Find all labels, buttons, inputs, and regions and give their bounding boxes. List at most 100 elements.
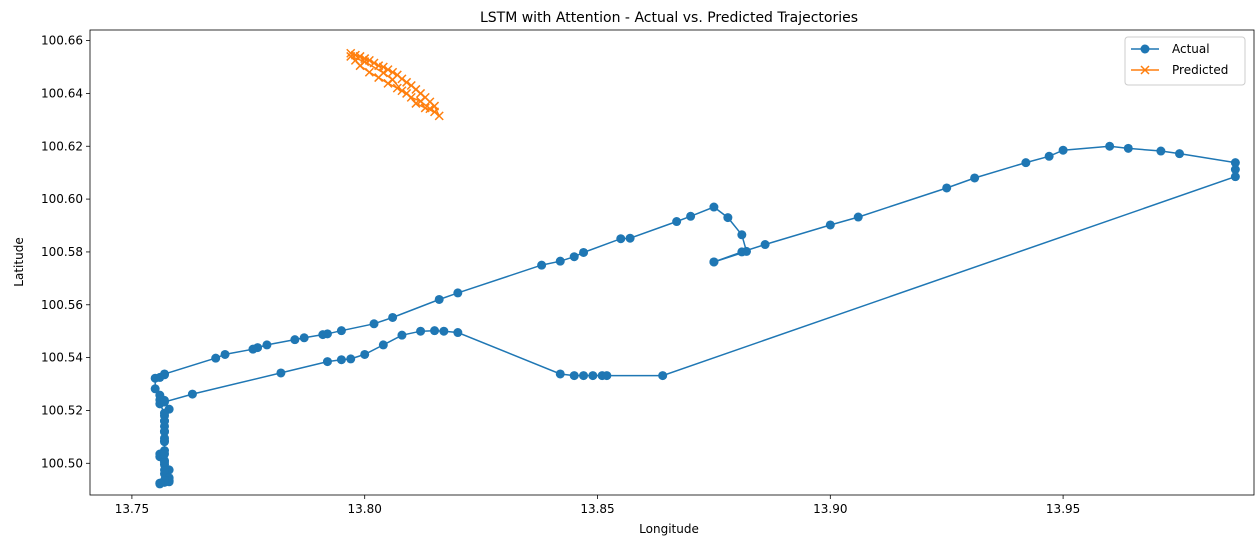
data-point [1156,146,1166,156]
data-point [1123,143,1133,153]
data-point [1058,145,1068,155]
legend-actual-label: Actual [1172,42,1210,56]
data-point [672,217,682,227]
data-point [159,465,169,475]
data-point [159,416,169,426]
data-point [569,252,579,262]
series-layer [150,48,1240,489]
data-point [1044,151,1054,161]
data-point [1230,158,1240,168]
data-point [737,230,747,240]
series-predicted [346,48,444,121]
data-point [537,260,547,270]
data-point [709,257,719,267]
series-actual [150,141,1240,489]
data-point [322,357,332,367]
data-point [159,436,169,446]
y-tick-label: 100.60 [41,192,83,206]
data-point [150,373,160,383]
legend-predicted-label: Predicted [1172,63,1228,77]
x-tick-label: 13.90 [813,502,847,516]
data-point [416,326,426,336]
data-point [336,355,346,365]
data-point [397,330,407,340]
data-point [825,220,835,230]
data-point [346,51,356,61]
data-point [211,353,221,363]
legend-actual-marker [1140,44,1150,54]
data-point [262,340,272,350]
data-point [579,247,589,257]
data-point [1105,141,1115,151]
data-point [1021,158,1031,168]
data-point [318,330,328,340]
legend: Actual Predicted [1124,36,1246,86]
data-point [378,340,388,350]
data-point [346,48,356,58]
data-point [658,371,668,381]
data-point [364,67,374,77]
y-tick-label: 100.64 [41,86,83,100]
data-point [416,96,426,106]
data-point [290,335,300,345]
y-tick-label: 100.54 [41,351,83,365]
data-point [434,294,444,304]
plot-frame [89,29,1255,496]
data-point [430,107,440,117]
data-point [1230,165,1240,174]
data-point [853,212,863,222]
data-point [625,233,635,243]
data-point [159,449,169,459]
data-point [159,397,169,407]
y-axis-label: Latitude [12,237,26,286]
data-point [388,75,398,85]
data-point [555,256,565,266]
y-tick-label: 100.62 [41,139,83,153]
data-point [155,478,165,488]
data-point [336,326,346,336]
data-point [383,65,393,75]
data-point [411,98,421,108]
data-point [760,240,770,250]
data-point [569,371,579,381]
data-point [686,211,696,221]
data-point [430,326,440,336]
data-point [388,67,398,77]
data-point [1230,172,1240,182]
data-point [248,344,258,354]
data-point [397,86,407,96]
x-tick-label: 13.95 [1046,502,1080,516]
data-point [579,371,589,381]
data-point [406,92,416,102]
data-point [616,234,626,244]
data-point [942,183,952,193]
x-axis-label: Longitude [639,522,699,536]
data-point [360,57,370,67]
x-tick-label: 13.75 [115,502,149,516]
data-point [159,427,169,437]
data-point [388,312,398,322]
legend-predicted-marker [1140,65,1150,75]
y-tick-label: 100.58 [41,245,83,259]
data-point [159,457,169,467]
data-point [397,74,407,84]
data-point [439,326,449,336]
data-point [346,354,356,364]
data-point [360,349,370,359]
data-point [276,368,286,378]
x-tick-label: 13.80 [348,502,382,516]
data-point [392,83,402,93]
data-point [299,333,309,343]
data-point [378,68,388,78]
data-point [737,247,747,257]
data-point [1175,149,1185,159]
data-point [187,389,197,399]
data-point [723,213,733,223]
data-point [369,58,379,68]
y-tick-label: 100.66 [41,34,83,48]
y-tick-label: 100.52 [41,403,83,417]
data-point [220,349,230,359]
x-tick-label: 13.85 [580,502,614,516]
data-point [360,54,370,64]
data-point [602,371,612,381]
